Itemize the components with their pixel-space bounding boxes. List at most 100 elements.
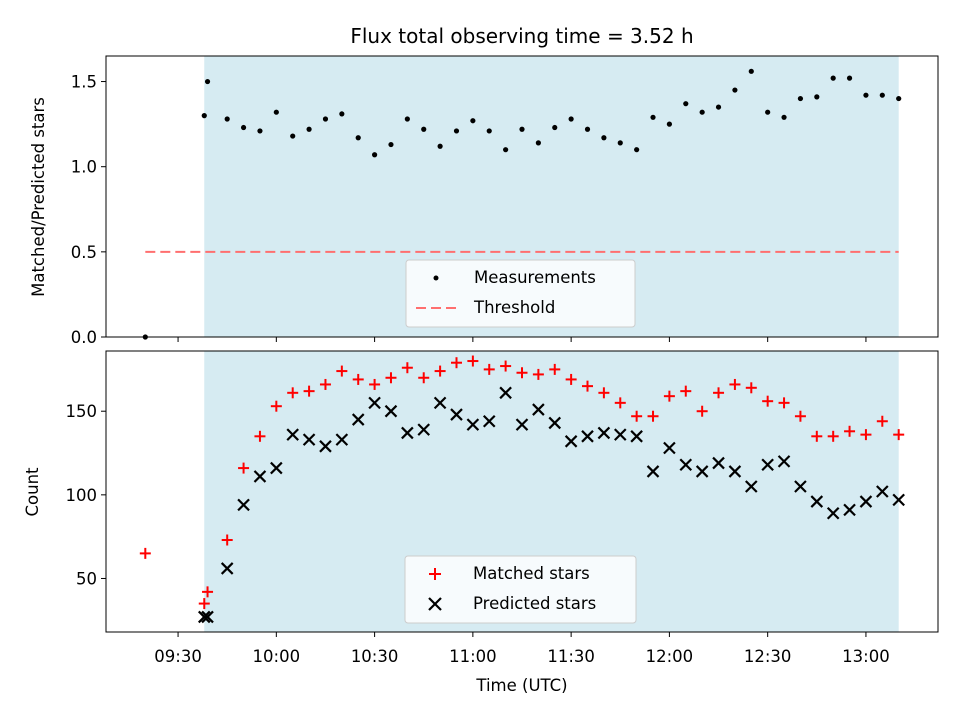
measurement-point [388, 141, 394, 148]
measurement-point [421, 126, 427, 132]
matched-star-point [202, 586, 214, 598]
bottom-y-ticks: 50 100 150 [66, 402, 106, 588]
matched-star-point [876, 415, 888, 427]
y-tick-label: 100 [66, 486, 98, 505]
predicted-star-point [876, 485, 889, 498]
matched-star-point [467, 355, 479, 367]
predicted-star-point [745, 480, 758, 493]
measurement-point [552, 124, 558, 131]
measurement-point [765, 109, 771, 115]
matched-star-point [565, 373, 577, 385]
measurement-point [339, 111, 345, 117]
matched-star-point [516, 367, 528, 379]
predicted-star-point [859, 495, 873, 508]
predicted-star-point [319, 440, 332, 453]
matched-star-point [663, 390, 675, 402]
predicted-star-point [270, 461, 283, 475]
bottom-y-axis-label: Count [23, 467, 42, 517]
matched-star-point [532, 368, 544, 380]
measurement-point [715, 104, 722, 110]
top-y-ticks: 0.0 0.5 1.0 1.5 [71, 73, 106, 347]
measurement-point [896, 95, 902, 102]
measurement-point [601, 135, 607, 141]
matched-star-point [139, 547, 151, 559]
predicted-star-point [253, 470, 267, 483]
y-tick-label: 1.0 [71, 158, 97, 177]
x-tick-label: 10:30 [351, 647, 399, 666]
predicted-star-point [532, 403, 545, 416]
x-axis-label: Time (UTC) [475, 676, 567, 695]
measurement-point [634, 147, 640, 153]
x-tick-label: 11:00 [449, 647, 497, 666]
matched-star-point [696, 405, 708, 417]
measurement-point [306, 126, 312, 132]
matched-star-point [319, 378, 331, 390]
measurement-point [863, 92, 869, 98]
measurement-point [781, 114, 787, 120]
matched-star-point [582, 380, 594, 392]
measurement-point [371, 152, 378, 158]
predicted-star-point [384, 404, 398, 418]
measurement-point [257, 128, 263, 134]
measurement-point [224, 116, 230, 122]
predicted-star-point [335, 433, 349, 446]
matched-star-point [631, 410, 643, 422]
predicted-star-point [843, 503, 856, 517]
predicted-star-point [892, 493, 905, 507]
bottom-plot-frame [105, 350, 939, 633]
matched-star-point [647, 410, 659, 422]
x-tick-label: 09:30 [154, 647, 202, 666]
predicted-star-point [794, 480, 807, 493]
predicted-star-point [826, 506, 840, 520]
measurement-point [453, 128, 460, 134]
legend-predicted-marker [428, 597, 442, 611]
bottom-panel: 50 100 150 09:30 10:00 10:30 11:00 11:30 12:00 1… [23, 350, 939, 695]
predicted-star-point [728, 465, 742, 478]
predicted-star-point [433, 396, 447, 410]
predicted-star-point [581, 430, 594, 443]
legend-measurements-label: Measurements [474, 268, 596, 287]
predicted-star-point [777, 455, 791, 468]
matched-star-points [139, 355, 905, 610]
predicted-star-point [663, 441, 676, 455]
matched-star-point [811, 430, 823, 442]
predicted-star-point [548, 416, 562, 430]
measurement-point [486, 128, 492, 134]
x-tick-label: 13:00 [842, 647, 890, 666]
x-tick-label: 10:00 [253, 647, 301, 666]
matched-star-point [198, 598, 210, 610]
matched-star-point [778, 397, 790, 409]
predicted-star-point [695, 465, 709, 478]
measurement-point [568, 116, 574, 122]
chart-title: Flux total observing time = 3.52 h [350, 24, 693, 48]
predicted-star-point [220, 562, 234, 575]
predicted-star-points [197, 386, 905, 624]
predicted-star-point [646, 465, 660, 478]
predicted-star-point [630, 430, 643, 443]
top-x-ticks [177, 337, 867, 342]
matched-star-point [450, 357, 462, 369]
x-tick-label: 11:30 [547, 647, 595, 666]
measurement-point [437, 143, 443, 149]
measurement-points [142, 68, 902, 340]
bottom-x-ticks: 09:30 10:00 10:30 11:00 11:30 12:00 12:30 13:00 [154, 632, 890, 666]
matched-star-point [745, 382, 757, 394]
predicted-star-point [450, 408, 463, 421]
legend-measurements-marker [433, 275, 439, 281]
measurement-point [204, 78, 211, 85]
x-tick-label: 12:00 [646, 647, 694, 666]
measurement-point [201, 113, 207, 119]
matched-star-point [713, 387, 725, 399]
measurement-point [814, 94, 820, 100]
matched-star-point [680, 385, 692, 397]
measurement-point [650, 114, 656, 120]
predicted-star-point [197, 610, 211, 624]
predicted-star-point [201, 610, 214, 624]
x-tick-label: 12:30 [744, 647, 792, 666]
top-panel: 0.0 0.5 1.0 1.5 Matched/Predicted stars Mea… [29, 55, 939, 347]
matched-star-point [287, 387, 299, 399]
measurement-point [240, 124, 247, 131]
predicted-star-point [417, 423, 431, 436]
measurement-point [830, 75, 836, 81]
matched-star-point [729, 378, 741, 390]
